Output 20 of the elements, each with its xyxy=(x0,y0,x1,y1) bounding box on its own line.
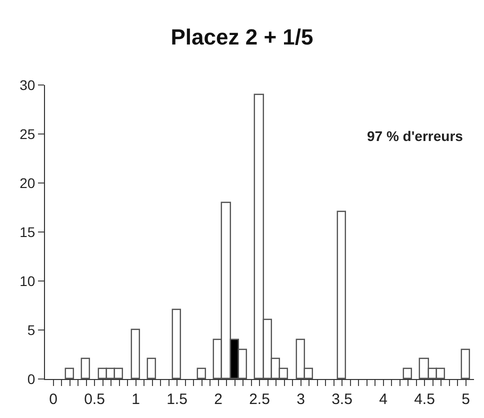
y-tick-label: 20 xyxy=(20,174,36,191)
x-tick-label: 2 xyxy=(214,391,222,408)
annotation: 97 % d'erreurs xyxy=(367,128,464,144)
x-tick-label: 3 xyxy=(296,391,305,408)
y-tick-label: 30 xyxy=(20,76,36,93)
x-tick-label: 4.5 xyxy=(414,391,435,408)
x-tick-label: 5 xyxy=(462,391,470,408)
y-tick-label: 15 xyxy=(20,224,36,240)
x-tick-label: 1.5 xyxy=(166,391,188,408)
x-tick-label: 1 xyxy=(132,391,140,408)
x-tick-label: 3.5 xyxy=(332,391,352,408)
y-tick-label: 25 xyxy=(20,126,36,142)
chart-title: Placez 2 + 1/5 xyxy=(170,24,314,50)
y-tick-label: 5 xyxy=(27,322,36,338)
y-tick-label: 0 xyxy=(27,370,36,387)
x-tick-label: 0 xyxy=(49,391,58,408)
x-tick-label: 4 xyxy=(379,391,388,408)
x-tick-label: 2.5 xyxy=(249,391,270,408)
y-tick-label: 10 xyxy=(20,272,36,289)
x-tick-label: 0.5 xyxy=(84,391,105,408)
